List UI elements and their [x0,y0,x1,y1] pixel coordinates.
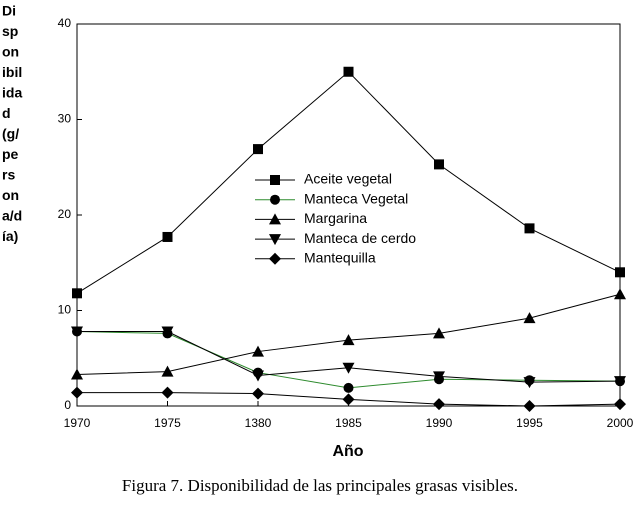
y-axis-label: ida [2,85,22,101]
y-tick-label: 20 [58,207,72,221]
legend-marker [269,234,281,246]
marker [615,267,625,278]
marker [71,386,83,399]
legend-marker [270,194,280,205]
y-axis-label: ía) [2,228,18,244]
marker [342,393,355,406]
marker [162,231,173,242]
marker [253,144,263,155]
marker [252,387,264,400]
y-tick-label: 0 [64,398,71,412]
marker [523,400,536,412]
legend-label: Manteca de cerdo [304,230,416,246]
marker [433,398,445,411]
legend-marker [269,213,281,225]
x-tick-label: 1995 [516,416,543,430]
marker [71,326,83,338]
marker [614,288,626,300]
y-axis-label: Di [2,3,16,19]
y-axis-label: d [2,105,11,121]
marker [72,288,82,299]
marker [252,345,264,357]
marker [433,371,445,383]
y-axis-label: ibil [2,64,22,80]
marker [343,382,354,393]
x-axis-label: Año [332,443,363,460]
marker [342,362,355,374]
legend-label: Margarina [304,210,367,226]
y-axis-label: rs [2,167,15,183]
marker [523,377,536,389]
y-axis-label: (g/ [2,126,19,142]
x-tick-label: 1380 [245,416,272,430]
x-tick-label: 1970 [64,416,91,430]
legend-marker [270,175,280,185]
legend-label: Mantequilla [304,250,376,266]
legend-marker [269,252,281,265]
marker [252,370,264,382]
marker [523,312,536,324]
marker [614,398,626,411]
marker [161,365,174,377]
marker [342,334,355,346]
legend-label: Manteca Vegetal [304,190,408,206]
x-tick-label: 1985 [335,416,362,430]
y-axis-label: a/d [2,208,22,224]
caption: Figura 7. Disponibilidad de las principa… [122,476,518,495]
y-axis-label: on [2,187,19,203]
y-axis-label: on [2,44,19,60]
legend-label: Aceite vegetal [304,171,392,187]
marker [434,159,444,170]
y-axis-label: sp [2,23,18,39]
marker [71,368,83,380]
x-tick-label: 2000 [607,416,634,430]
x-tick-label: 1990 [426,416,453,430]
x-tick-label: 1975 [154,416,181,430]
y-axis-label: pe [2,146,19,162]
marker [433,327,445,339]
marker [161,326,174,338]
y-tick-label: 40 [58,16,72,30]
y-tick-label: 10 [58,303,72,317]
y-tick-label: 30 [58,112,72,126]
marker [524,223,535,234]
marker [614,376,626,388]
marker [343,66,354,77]
marker [161,386,174,399]
